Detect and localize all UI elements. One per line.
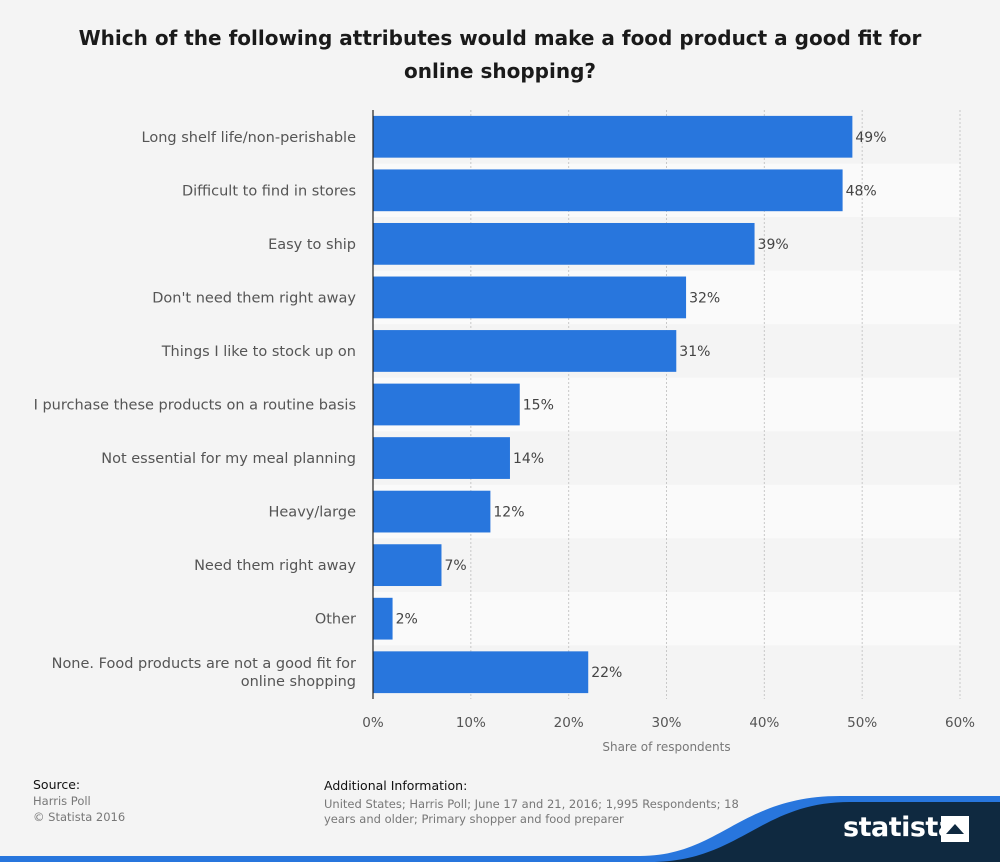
additional-info-line-1: United States; Harris Poll; June 17 and … [324,797,739,811]
value-label: 49% [855,130,886,146]
value-label: 15% [523,398,554,414]
statista-logo-text: statista [843,812,956,843]
value-label: 22% [591,665,622,681]
category-label: I purchase these products on a routine b… [34,398,356,414]
source-line-1: Harris Poll [33,794,91,808]
x-tick-label: 60% [945,715,975,731]
x-axis-title: Share of respondents [602,740,730,754]
bar [373,383,520,426]
bar [373,544,442,587]
footer-wave [0,796,1000,862]
category-label: Difficult to find in stores [182,183,356,199]
x-tick-label: 50% [847,715,877,731]
category-label: Other [315,612,356,628]
value-label: 31% [679,344,710,360]
bar [373,115,853,158]
value-label: 48% [846,183,877,199]
source-heading: Source: [33,777,81,792]
bar [373,222,755,265]
category-label: Easy to ship [268,237,356,253]
value-label: 14% [513,451,544,467]
category-label: Things I like to stock up on [161,344,356,360]
bar [373,330,677,372]
category-label: Heavy/large [268,505,356,521]
category-label: Don't need them right away [152,290,356,306]
value-label: 32% [689,290,720,306]
x-tick-label: 0% [362,715,384,731]
additional-info-heading: Additional Information: [324,778,468,793]
additional-info-line-2: years and older; Primary shopper and foo… [324,812,624,826]
category-label: None. Food products are not a good fit f… [52,656,356,672]
x-tick-label: 20% [554,715,584,731]
x-tick-label: 40% [749,715,779,731]
value-label: 2% [396,612,418,628]
bar [373,597,393,640]
bar [373,437,510,479]
statista-logo-icon [941,816,969,842]
value-label: 39% [758,237,789,253]
x-tick-label: 30% [651,715,681,731]
x-tick-label: 10% [456,715,486,731]
bar [373,651,589,694]
value-label: 7% [444,558,466,574]
category-label: Need them right away [194,558,356,574]
category-label: online shopping [241,674,356,690]
category-label: Not essential for my meal planning [101,451,356,467]
category-label: Long shelf life/non-perishable [142,130,357,146]
bar [373,169,843,212]
chart-title: Which of the following attributes would … [78,26,922,83]
bar [373,276,687,319]
bar [373,490,491,533]
value-label: 12% [493,505,524,521]
source-line-2: © Statista 2016 [33,810,126,824]
